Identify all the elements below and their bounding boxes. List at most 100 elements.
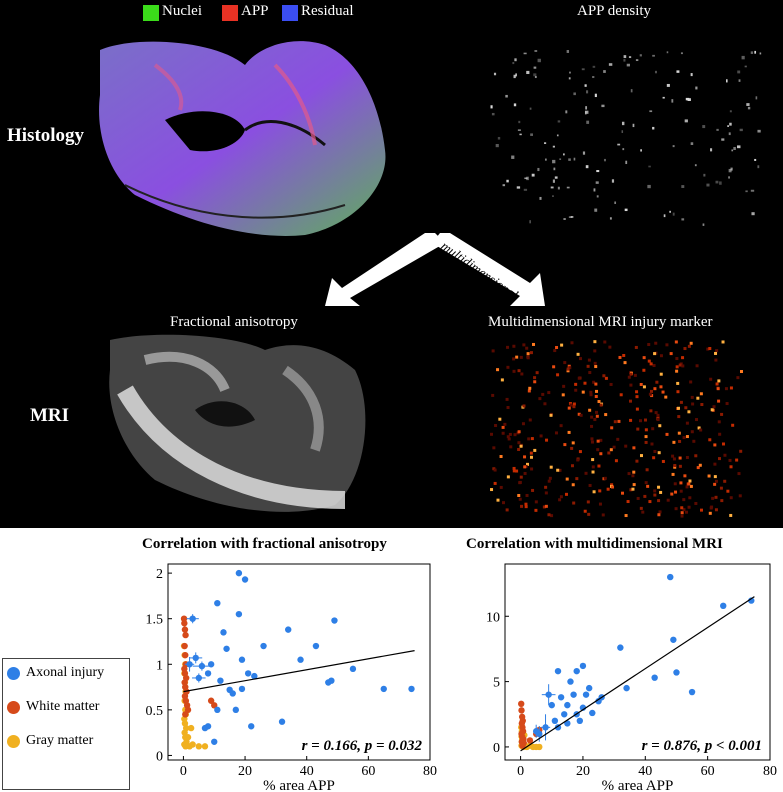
density-speck — [563, 218, 566, 220]
marker-pixel — [713, 482, 717, 486]
marker-pixel — [652, 364, 656, 368]
density-speck — [621, 130, 624, 133]
histology-label: Histology — [7, 125, 85, 146]
density-speck — [524, 177, 528, 180]
density-speck — [493, 72, 497, 76]
marker-pixel — [675, 369, 679, 373]
marker-pixel — [723, 453, 727, 457]
marker-pixel — [716, 387, 720, 391]
marker-pixel — [691, 402, 695, 406]
density-speck — [529, 107, 532, 110]
density-speck — [519, 133, 522, 136]
marker-pixel — [520, 504, 524, 508]
density-speck — [759, 52, 762, 55]
marker-pixel — [639, 506, 643, 510]
density-speck — [550, 186, 554, 189]
data-point — [623, 684, 630, 692]
marker-pixel — [544, 485, 548, 489]
marker-pixel — [648, 500, 652, 504]
marker-pixel — [567, 430, 571, 434]
y-tick-label: 10 — [486, 610, 500, 625]
data-point — [181, 620, 188, 627]
density-speck — [729, 122, 732, 126]
marker-pixel — [665, 432, 669, 436]
marker-pixel — [685, 421, 689, 425]
marker-pixel — [728, 458, 732, 462]
density-speck — [671, 99, 674, 103]
marker-pixel — [512, 357, 516, 361]
marker-pixel — [617, 419, 621, 423]
density-speck — [690, 142, 694, 145]
data-point — [198, 662, 206, 670]
marker-pixel — [577, 412, 581, 416]
marker-pixel — [643, 494, 647, 498]
density-speck — [526, 176, 529, 181]
marker-pixel — [645, 468, 649, 472]
marker-pixel — [635, 459, 639, 463]
data-point — [235, 610, 243, 618]
density-speck — [512, 61, 515, 65]
density-speck — [534, 75, 537, 79]
density-speck — [502, 184, 506, 187]
marker-pixel — [588, 408, 592, 412]
marker-pixel — [500, 378, 504, 382]
marker-pixel — [595, 389, 599, 393]
marker-pixel — [528, 386, 532, 390]
density-speck — [513, 74, 516, 79]
marker-pixel — [597, 464, 601, 468]
marker-pixel — [559, 495, 563, 499]
marker-pixel — [517, 493, 521, 497]
marker-pixel — [547, 391, 551, 395]
marker-pixel — [598, 489, 602, 493]
marker-pixel — [519, 444, 523, 448]
x-tick-label: 60 — [701, 764, 715, 779]
marker-pixel — [681, 356, 685, 360]
marker-pixel — [506, 406, 510, 410]
marker-pixel — [590, 415, 594, 419]
density-speck — [515, 73, 517, 77]
marker-pixel — [671, 454, 675, 458]
marker-pixel — [674, 490, 678, 494]
density-speck — [595, 181, 599, 184]
density-speck — [685, 97, 690, 101]
marker-pixel — [729, 386, 733, 390]
density-speck — [754, 50, 757, 54]
marker-pixel — [574, 382, 578, 386]
density-speck — [566, 50, 570, 53]
density-speck — [694, 164, 697, 167]
marker-pixel — [586, 364, 590, 368]
marker-pixel — [649, 362, 653, 366]
density-speck — [601, 104, 605, 108]
marker-pixel — [506, 475, 510, 479]
legend-dot-gray — [7, 734, 20, 748]
data-point — [182, 651, 189, 659]
data-point — [561, 711, 568, 718]
density-speck — [537, 167, 540, 172]
density-speck — [553, 167, 556, 171]
marker-pixel — [639, 454, 643, 458]
data-point — [567, 678, 574, 685]
density-speck — [703, 173, 706, 177]
data-point — [285, 626, 292, 633]
marker-pixel — [501, 431, 505, 435]
marker-pixel — [561, 393, 565, 397]
marker-pixel — [542, 505, 546, 509]
marker-pixel — [522, 343, 526, 347]
marker-pixel — [534, 500, 538, 504]
marker-pixel — [547, 513, 551, 517]
data-point — [248, 723, 255, 730]
marker-pixel — [505, 397, 509, 401]
x-tick-label: 20 — [238, 764, 252, 779]
data-point — [201, 724, 209, 732]
marker-pixel — [700, 403, 704, 407]
marker-pixel — [556, 468, 560, 472]
marker-pixel — [593, 349, 597, 353]
nuclei-swatch — [143, 5, 159, 21]
data-point — [573, 667, 580, 675]
data-point — [673, 669, 680, 676]
marker-pixel — [602, 374, 606, 378]
marker-pixel — [695, 364, 699, 368]
density-speck — [585, 165, 589, 169]
marker-pixel — [672, 457, 676, 461]
data-point — [217, 677, 224, 684]
